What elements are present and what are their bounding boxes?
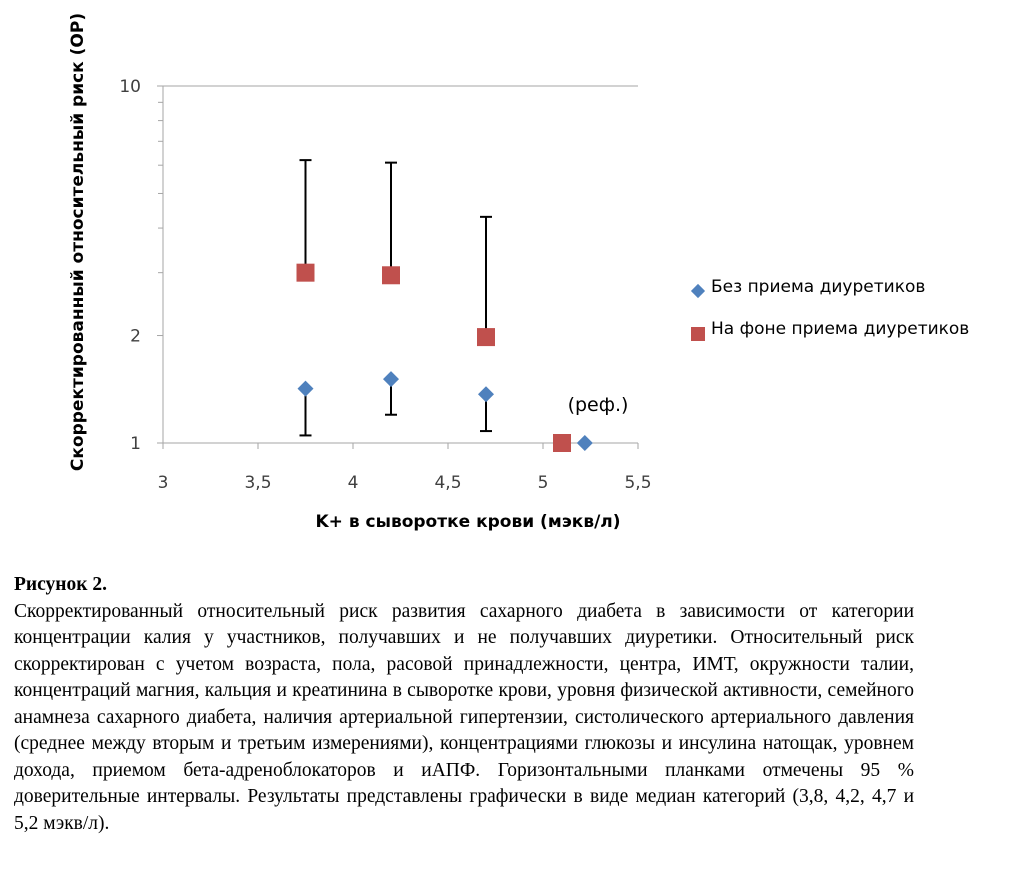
- x-tick-label: 3: [158, 473, 169, 493]
- x-tick-label: 4,5: [434, 473, 461, 493]
- y-tick-label: 2: [130, 327, 141, 347]
- caption-title: Рисунок 2.: [14, 574, 108, 595]
- legend: Без приема диуретиков На фоне приема диу…: [690, 277, 969, 341]
- x-tick-label: 5,5: [624, 473, 651, 493]
- square-marker: [553, 434, 571, 452]
- y-axis-label-wrap: Скорректированный относительный риск (ОР…: [64, 12, 92, 472]
- y-axis-label: Скорректированный относительный риск (ОР…: [68, 12, 88, 472]
- legend-marker-diamond: [690, 283, 706, 299]
- legend-item-diuretics: На фоне приема диуретиков: [691, 319, 969, 341]
- x-axis-label: K+ в сыворотке крови (мэкв/л): [315, 512, 620, 532]
- square-marker: [382, 266, 400, 285]
- chart: 3 3,5 4 4,5 5 5,5 1 2 10 K+ в сыворотке крови (…: [119, 77, 969, 532]
- x-tick-label: 4: [348, 473, 359, 493]
- legend-label-diuretics: На фоне приема диуретиков: [711, 319, 969, 339]
- legend-item-no-diuretics: Без приема диуретиков: [690, 277, 925, 299]
- diamond-marker: [383, 371, 399, 388]
- x-tick-label: 5: [538, 473, 549, 493]
- x-tick-label: 3,5: [244, 473, 271, 493]
- diamond-marker: [576, 435, 593, 451]
- square-marker: [296, 263, 315, 282]
- error-bars: [299, 159, 492, 437]
- gridlines: [163, 85, 638, 444]
- reference-annotation: (реф.): [568, 394, 629, 416]
- diamond-marker: [478, 386, 494, 403]
- figure-caption: Рисунок 2. Скорректированный относительн…: [14, 572, 914, 837]
- y-tick-label: 10: [119, 77, 141, 97]
- y-tick-label: 1: [130, 434, 141, 454]
- legend-marker-square: [691, 327, 705, 341]
- caption-text: Скорректированный относительный риск раз…: [14, 600, 914, 834]
- data-points: [296, 263, 593, 452]
- legend-label-no-diuretics: Без приема диуретиков: [711, 277, 925, 297]
- square-marker: [477, 328, 495, 347]
- diamond-marker: [297, 380, 314, 397]
- x-tick-labels: 3 3,5 4 4,5 5 5,5: [158, 473, 652, 493]
- y-tick-labels: 1 2 10: [119, 77, 141, 454]
